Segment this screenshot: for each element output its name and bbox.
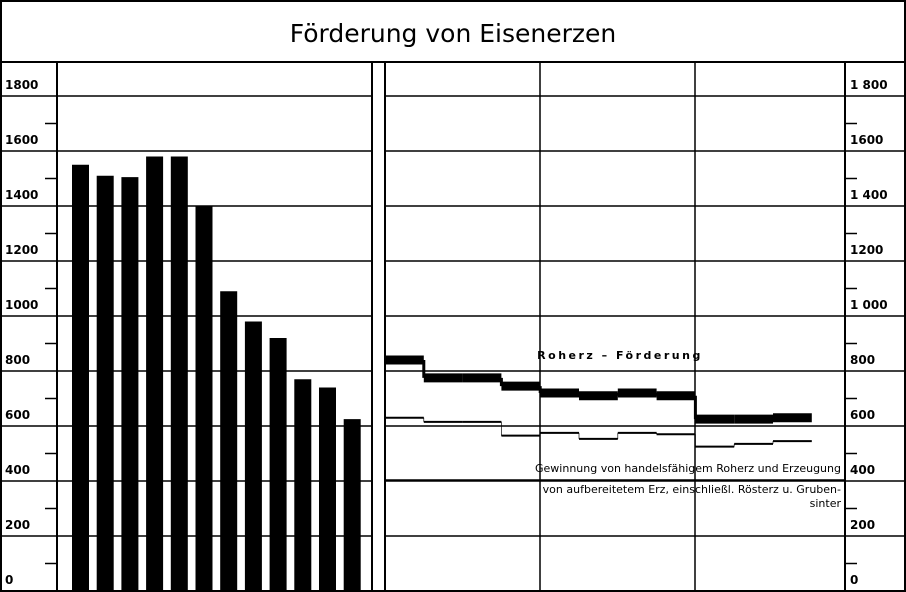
y-tick-label: 400 [850, 463, 875, 477]
bar [96, 175, 114, 591]
bar [170, 156, 188, 591]
label-line: von aufbereitetem Erz, einschließl. Röst… [543, 483, 841, 496]
y-tick-label: 1600 [5, 133, 38, 147]
y-tick-label: 1 400 [850, 188, 888, 202]
y-tick-label: 1000 [5, 298, 38, 312]
series-label: Gewinnung von handelsfähigem Roherz und … [535, 462, 841, 510]
bar [146, 156, 164, 591]
y-tick-label: 400 [5, 463, 30, 477]
bar [72, 164, 89, 591]
y-tick-label: 600 [850, 408, 875, 422]
label-line: sinter [810, 497, 842, 510]
bar [294, 379, 312, 591]
bar [121, 177, 139, 591]
y-tick-label: 0 [5, 573, 13, 587]
y-tick-label: 1200 [850, 243, 883, 257]
bar [319, 387, 336, 591]
y-tick-label: 0 [850, 573, 858, 587]
series-label: Roherz – Förderung [537, 349, 703, 362]
bar [343, 419, 361, 591]
y-tick-label: 1800 [5, 78, 38, 92]
y-tick-label: 800 [5, 353, 30, 367]
y-tick-label: 1 800 [850, 78, 888, 92]
bar [195, 206, 213, 591]
y-tick-label: 200 [5, 518, 30, 532]
y-tick-label: 1200 [5, 243, 38, 257]
chart-title: Förderung von Eisenerzen [290, 19, 617, 48]
y-tick-label: 1 000 [850, 298, 888, 312]
bar [244, 321, 262, 591]
label-line: Gewinnung von handelsfähigem Roherz und … [535, 462, 841, 475]
bar [269, 338, 287, 591]
y-tick-label: 200 [850, 518, 875, 532]
y-tick-label: 1600 [850, 133, 883, 147]
y-tick-label: 1400 [5, 188, 38, 202]
y-tick-label: 800 [850, 353, 875, 367]
y-tick-label: 600 [5, 408, 30, 422]
bar [220, 291, 238, 591]
